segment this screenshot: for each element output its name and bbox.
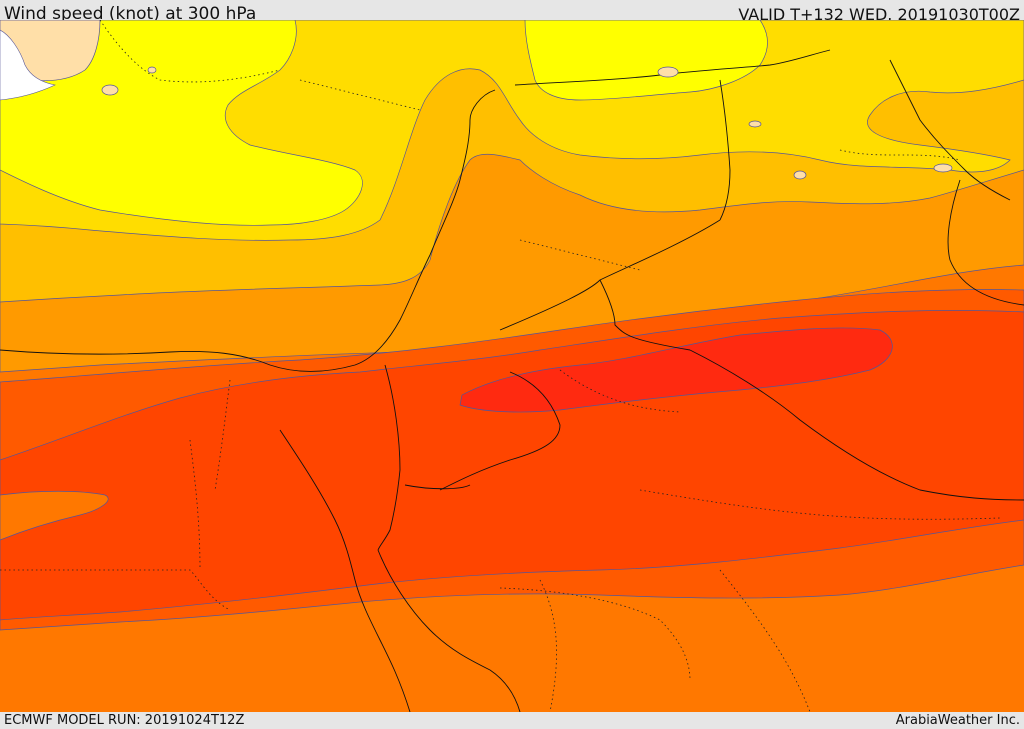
wind-band-8: [459, 327, 893, 413]
wind-speed-map: [0, 20, 1024, 712]
map-title: Wind speed (knot) at 300 hPa: [4, 4, 257, 24]
lakes: [101, 66, 953, 180]
admin-boundaries: [0, 20, 1001, 712]
wind-band-7: [0, 310, 1024, 621]
model-run-label: ECMWF MODEL RUN: 20191024T12Z: [4, 713, 245, 728]
valid-time-label: VALID T+132 WED. 20191030T00Z: [738, 5, 1020, 24]
wind-band-6-tongue: [0, 490, 109, 541]
wind-band-1: [0, 20, 363, 226]
wind-band-1-east: [524, 20, 768, 101]
credit-label: ArabiaWeather Inc.: [895, 713, 1020, 728]
coastlines: [0, 49, 1024, 712]
wind-speed-map-canvas: [0, 20, 1024, 712]
missing-data-area: [0, 29, 56, 101]
